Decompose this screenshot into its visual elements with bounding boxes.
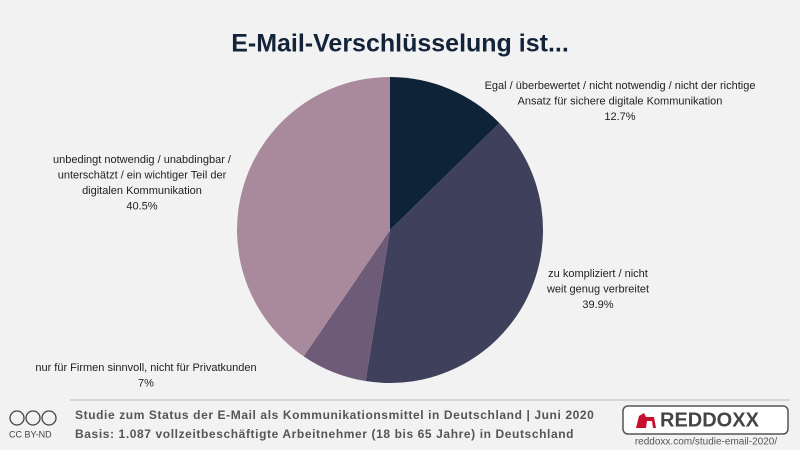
slice-label: unbedingt notwendig / unabdingbar / — [53, 154, 232, 166]
slice-label: zu kompliziert / nicht — [548, 268, 648, 280]
slice-label: nur für Firmen sinnvoll, nicht für Priva… — [35, 362, 256, 374]
slice-label: Egal / überbewertet / nicht notwendig / … — [485, 80, 756, 92]
pie-slice — [303, 230, 390, 382]
footer-line: Studie zum Status der E-Mail als Kommuni… — [75, 408, 594, 422]
pie-slice — [390, 77, 500, 230]
value-label: 12.7% — [604, 111, 635, 123]
value-label: 7% — [138, 377, 154, 389]
brand-logo — [636, 413, 656, 428]
slice-label: Ansatz für sichere digitale Kommunikatio… — [518, 95, 723, 107]
value-label: 40.5% — [126, 200, 157, 212]
pie-slice — [237, 77, 390, 357]
chart-title: E-Mail-Verschlüsselung ist... — [231, 30, 569, 58]
brand-box — [622, 405, 789, 435]
brand: REDDOXX — [660, 409, 760, 431]
cc-icons — [9, 410, 57, 426]
pie-slice — [365, 123, 543, 383]
slice-label: weit genug verbreitet — [546, 283, 649, 295]
slice-label: unterschätzt / ein wichtiger Teil der — [58, 169, 227, 181]
license: CC BY-ND — [9, 429, 52, 439]
value-label: 39.9% — [582, 299, 613, 311]
slice-label: digitalen Kommunikation — [82, 185, 202, 197]
footer-line: Basis: 1.087 vollzeitbeschäftigte Arbeit… — [75, 427, 574, 441]
brand-url: reddoxx.com/studie-email-2020/ — [635, 437, 778, 448]
